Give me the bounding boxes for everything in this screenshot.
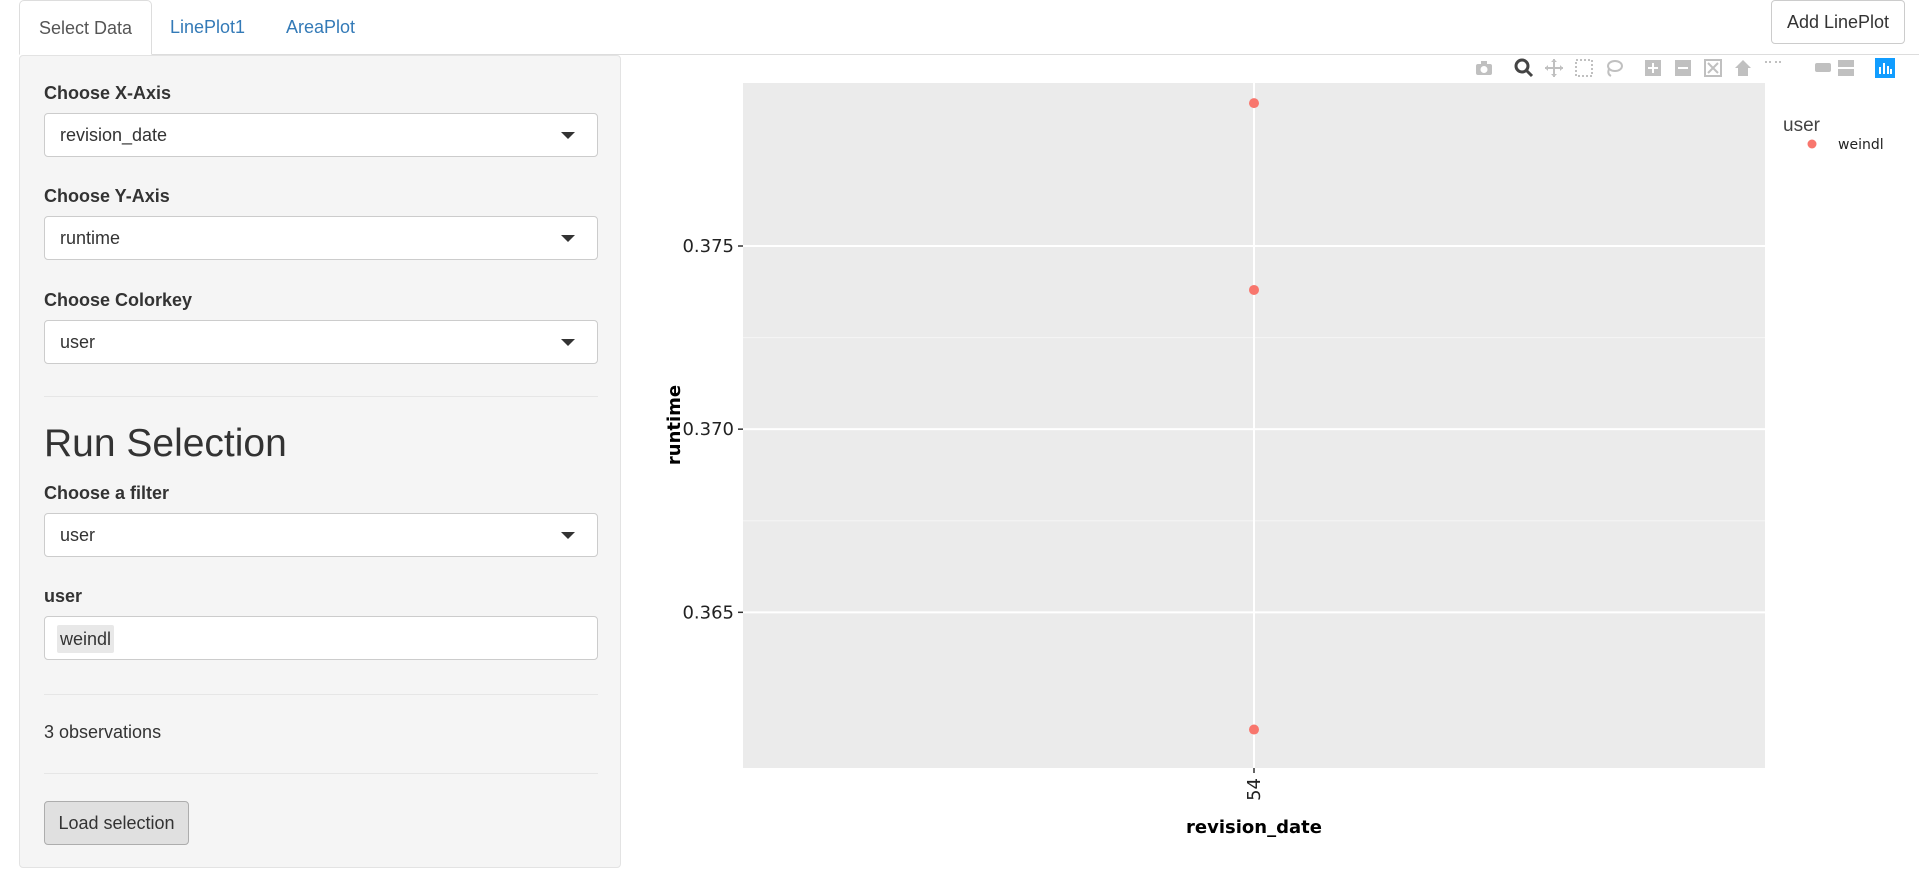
camera-icon[interactable] bbox=[1473, 58, 1495, 80]
divider bbox=[44, 694, 598, 695]
chevron-down-icon bbox=[561, 339, 575, 346]
x-axis-title: revision_date bbox=[1186, 817, 1322, 838]
legend-entry: weindl bbox=[1838, 137, 1884, 153]
add-lineplot-button[interactable]: Add LinePlot bbox=[1771, 0, 1905, 44]
y-tick-label: 0.370 bbox=[682, 419, 734, 440]
sidebar-panel: Choose X-Axis revision_date Choose Y-Axi… bbox=[19, 55, 621, 868]
legend-marker bbox=[1807, 139, 1817, 149]
chevron-down-icon bbox=[561, 132, 575, 139]
x-axis-value: revision_date bbox=[60, 125, 168, 145]
user-tag[interactable]: weindl bbox=[57, 625, 115, 653]
run-selection-heading: Run Selection bbox=[44, 422, 287, 465]
y-axis-ticks: 0.365 0.370 0.375 bbox=[682, 236, 743, 623]
data-point[interactable] bbox=[1249, 724, 1259, 735]
plot-modebar: user bbox=[0, 58, 1920, 136]
lasso-icon[interactable] bbox=[1603, 58, 1625, 80]
grid-lines bbox=[743, 83, 1765, 768]
y-tick-label: 0.365 bbox=[682, 602, 734, 623]
data-points bbox=[1249, 98, 1259, 735]
load-selection-button[interactable]: Load selection bbox=[44, 801, 189, 845]
filter-label: Choose a filter bbox=[44, 483, 170, 503]
zoom-icon[interactable] bbox=[1513, 58, 1535, 80]
box-select-icon[interactable] bbox=[1573, 58, 1595, 80]
tab-areaplot[interactable]: AreaPlot bbox=[286, 17, 356, 37]
hover-compare-icon[interactable] bbox=[1835, 58, 1857, 80]
autoscale-icon[interactable] bbox=[1702, 58, 1724, 80]
pan-icon[interactable] bbox=[1543, 58, 1565, 80]
legend: weindl bbox=[1807, 137, 1884, 153]
divider bbox=[44, 773, 598, 774]
chevron-down-icon bbox=[561, 532, 575, 539]
y-axis-label: Choose Y-Axis bbox=[44, 186, 170, 206]
tab-lineplot1[interactable]: LinePlot1 bbox=[170, 17, 246, 37]
plotly-logo-icon[interactable] bbox=[1874, 58, 1896, 80]
y-axis-value: runtime bbox=[60, 228, 121, 248]
home-icon[interactable] bbox=[1732, 58, 1754, 80]
user-tag-input[interactable]: weindl bbox=[44, 616, 598, 660]
x-axis-label: Choose X-Axis bbox=[44, 83, 172, 103]
observation-count: 3 observations bbox=[44, 722, 162, 742]
user-field-label: user bbox=[44, 586, 83, 606]
filter-value: user bbox=[60, 525, 96, 545]
spike-lines-icon[interactable] bbox=[1762, 58, 1784, 80]
y-axis-title: runtime bbox=[664, 385, 685, 465]
x-tick-label: 54 bbox=[1244, 778, 1265, 801]
hover-closest-icon[interactable] bbox=[1812, 58, 1834, 80]
y-tick-label: 0.375 bbox=[682, 236, 734, 257]
colorkey-label: Choose Colorkey bbox=[44, 290, 193, 310]
zoom-in-icon[interactable] bbox=[1642, 58, 1664, 80]
tab-select-data[interactable]: Select Data bbox=[19, 0, 153, 55]
filter-select[interactable]: user bbox=[44, 513, 598, 557]
colorkey-value: user bbox=[60, 332, 96, 352]
x-axis-select[interactable]: revision_date bbox=[44, 113, 598, 157]
chevron-down-icon bbox=[561, 235, 575, 242]
divider bbox=[44, 396, 598, 397]
y-axis-select[interactable]: runtime bbox=[44, 216, 598, 260]
modebar-title: user bbox=[1783, 115, 1820, 136]
tab-bar: Select Data LinePlot1 AreaPlot bbox=[19, 0, 1919, 55]
data-point[interactable] bbox=[1249, 98, 1259, 109]
colorkey-select[interactable]: user bbox=[44, 320, 598, 364]
plot-panel bbox=[743, 83, 1765, 768]
data-point[interactable] bbox=[1249, 284, 1259, 295]
zoom-out-icon[interactable] bbox=[1672, 58, 1694, 80]
x-axis-ticks: 54 bbox=[1244, 768, 1265, 801]
